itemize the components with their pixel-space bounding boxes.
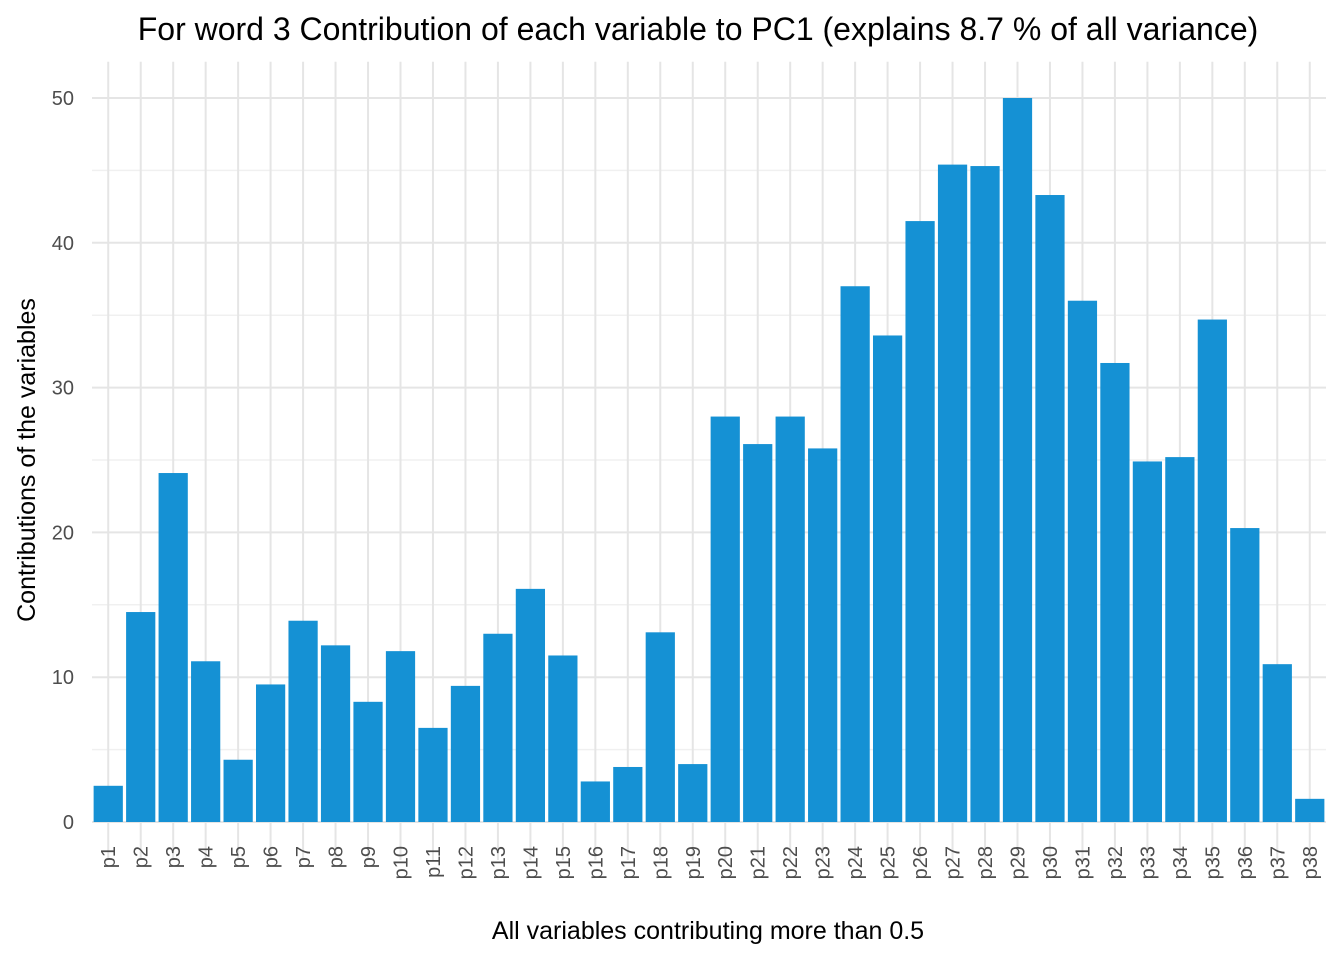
bar-p15 <box>548 655 578 822</box>
bar-p37 <box>1262 664 1292 822</box>
bar-p7 <box>288 620 318 822</box>
bar-p9 <box>353 701 383 822</box>
bar-p32 <box>1100 362 1130 822</box>
bar-p31 <box>1067 300 1098 823</box>
x-tick-label: p35 <box>1202 846 1224 879</box>
x-tick-label: p12 <box>455 846 477 879</box>
x-tick-label: p15 <box>553 846 575 879</box>
x-tick-label: p2 <box>131 846 153 868</box>
bar-p35 <box>1197 319 1227 822</box>
x-tick-label: p14 <box>520 846 542 879</box>
bar-p22 <box>775 416 805 822</box>
x-tick-label: p11 <box>423 846 445 878</box>
x-tick-label: p24 <box>845 846 867 879</box>
x-tick-label: p5 <box>228 846 250 868</box>
x-tick-label: p31 <box>1072 846 1094 879</box>
x-tick-label: p36 <box>1235 846 1257 879</box>
bar-p38 <box>1295 798 1325 822</box>
bar-p25 <box>872 335 903 822</box>
x-tick-label: p30 <box>1040 846 1062 879</box>
x-tick-label: p38 <box>1300 846 1322 879</box>
x-tick-label: p37 <box>1267 846 1289 879</box>
y-tick-label: 40 <box>52 233 74 255</box>
bar-p34 <box>1165 457 1195 822</box>
bar-p3 <box>158 473 188 822</box>
bar-p17 <box>613 766 643 822</box>
x-tick-label: p23 <box>813 846 835 879</box>
bar-p27 <box>937 164 968 822</box>
bar-p6 <box>255 684 286 822</box>
bar-p1 <box>93 785 123 822</box>
x-tick-label: p28 <box>975 846 997 879</box>
x-tick-label: p16 <box>585 846 607 879</box>
bar-p4 <box>191 661 221 822</box>
x-tick-label: p33 <box>1137 846 1159 879</box>
x-tick-label: p4 <box>196 846 218 868</box>
y-axis-title: Contributions of the variables <box>13 298 41 622</box>
x-tick-label: p1 <box>98 846 120 868</box>
x-tick-label: p17 <box>618 846 640 879</box>
y-tick-label: 10 <box>52 667 74 689</box>
x-tick-label: p22 <box>780 846 802 879</box>
x-tick-label: p7 <box>293 846 315 868</box>
x-tick-label: p20 <box>715 846 737 879</box>
bars <box>93 98 1325 823</box>
x-tick-label: p21 <box>748 846 770 879</box>
bar-p29 <box>1002 98 1033 822</box>
chart-title: For word 3 Contribution of each variable… <box>138 11 1259 47</box>
y-tick-label: 0 <box>63 812 74 834</box>
y-tick-label: 50 <box>52 88 74 110</box>
y-tick-label: 30 <box>52 378 74 400</box>
x-tick-label: p6 <box>261 846 283 868</box>
x-tick-label: p9 <box>358 846 380 868</box>
bar-p16 <box>580 781 610 822</box>
bar-p2 <box>126 612 156 822</box>
bar-p20 <box>710 416 740 822</box>
x-tick-label: p34 <box>1170 846 1192 879</box>
bar-p14 <box>515 588 546 822</box>
bar-p21 <box>743 444 773 822</box>
x-tick-label: p25 <box>878 846 900 879</box>
x-tick-label: p10 <box>391 846 413 879</box>
x-tick-label: p18 <box>650 846 672 879</box>
bar-p19 <box>678 764 708 822</box>
x-tick-label: p19 <box>683 846 705 879</box>
bar-p26 <box>905 221 935 822</box>
y-tick-label: 20 <box>52 522 74 544</box>
x-tick-label: p8 <box>326 846 348 868</box>
x-axis-ticks: p1 p2 p3 p4 p5 p6 p7 p8 p9 p10 p11 p12 p13 p14 p15 p16 p… <box>98 846 1322 879</box>
x-tick-label: p26 <box>910 846 932 879</box>
bar-p11 <box>418 727 448 822</box>
x-axis-title: All variables contributing more than 0.5 <box>492 917 924 945</box>
bar-p13 <box>483 633 513 822</box>
x-tick-label: p32 <box>1105 846 1127 879</box>
bar-p36 <box>1230 528 1260 822</box>
bar-p10 <box>385 651 416 822</box>
bar-p30 <box>1035 195 1065 823</box>
y-axis-ticks: 0 10 20 30 40 50 <box>52 88 74 834</box>
x-tick-label: p13 <box>488 846 510 879</box>
x-tick-label: p3 <box>163 846 185 868</box>
x-tick-label: p27 <box>943 846 965 879</box>
bar-p23 <box>808 448 838 822</box>
bar-p12 <box>450 685 481 822</box>
bar-p24 <box>840 286 870 822</box>
bar-p8 <box>320 645 351 822</box>
bar-p18 <box>645 632 675 822</box>
bar-p33 <box>1132 461 1163 822</box>
bar-p5 <box>223 759 253 822</box>
x-tick-label: p29 <box>1008 846 1030 879</box>
bar-p28 <box>970 166 1000 822</box>
